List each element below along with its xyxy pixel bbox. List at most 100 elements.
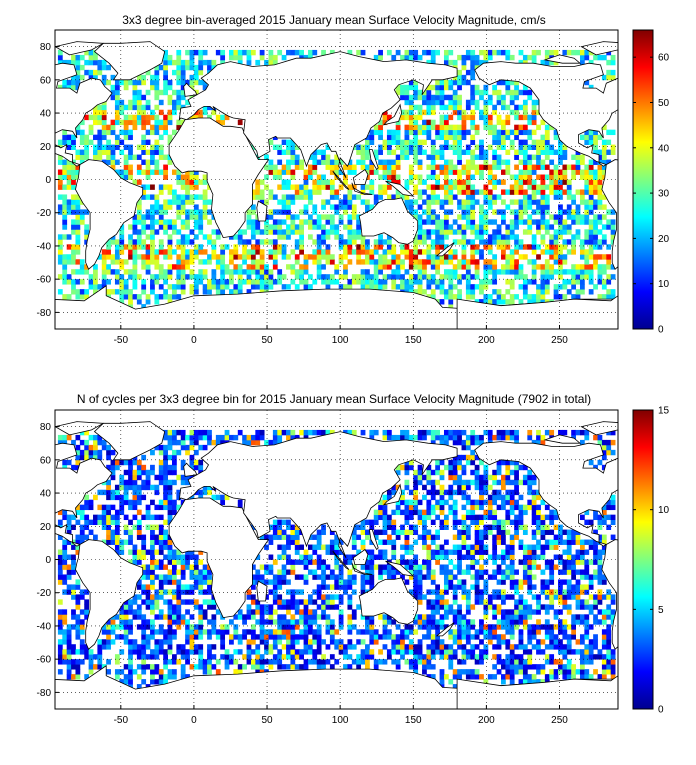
bin-cell (492, 289, 497, 294)
bin-cell (571, 674, 576, 679)
bin-cell (80, 135, 85, 140)
bin-cell (444, 614, 449, 619)
bin-cell (593, 239, 598, 244)
bin-cell (128, 624, 133, 629)
bin-cell (290, 264, 295, 269)
bin-cell (426, 574, 431, 579)
bin-cell (426, 279, 431, 284)
bin-cell (172, 264, 177, 269)
bin-cell (554, 254, 559, 259)
bin-cell (128, 115, 133, 120)
bin-cell (154, 95, 159, 100)
bin-cell (198, 269, 203, 274)
bin-cell (71, 589, 76, 594)
bin-cell (448, 50, 453, 55)
bin-cell (602, 279, 607, 284)
bin-cell (448, 279, 453, 284)
bin-cell (567, 204, 572, 209)
bin-cell (536, 594, 541, 599)
bin-cell (440, 644, 445, 649)
bin-cell (128, 674, 133, 679)
bin-cell (62, 279, 67, 284)
bin-cell (286, 160, 291, 165)
bin-cell (286, 619, 291, 624)
bin-cell (593, 189, 598, 194)
bin-cell (277, 664, 282, 669)
bin-cell (154, 669, 159, 674)
bin-cell (181, 269, 186, 274)
bin-cell (405, 199, 410, 204)
bin-cell (418, 574, 423, 579)
bin-cell (466, 70, 471, 75)
bin-cell (470, 574, 475, 579)
bin-cell (172, 589, 177, 594)
bin-cell (549, 624, 554, 629)
bin-cell (308, 569, 313, 574)
bin-cell (383, 274, 388, 279)
bin-cell (317, 629, 322, 634)
bin-cell (567, 644, 572, 649)
bin-cell (558, 209, 563, 214)
bin-cell (523, 555, 528, 560)
bin-cell (602, 294, 607, 299)
bin-cell (541, 194, 546, 199)
bin-cell (277, 624, 282, 629)
bin-cell (67, 664, 72, 669)
bin-cell (448, 550, 453, 555)
bin-cell (312, 180, 317, 185)
bin-cell (602, 659, 607, 664)
bin-cell (330, 639, 335, 644)
bin-cell (440, 639, 445, 644)
bin-cell (475, 259, 480, 264)
bin-cell (532, 199, 537, 204)
bin-cell (330, 279, 335, 284)
bin-cell (413, 120, 418, 125)
bin-cell (277, 634, 282, 639)
bin-cell (137, 550, 142, 555)
bin-cell (602, 579, 607, 584)
bin-cell (453, 584, 458, 589)
bin-cell (479, 624, 484, 629)
bin-cell (137, 110, 142, 115)
bin-cell (233, 669, 238, 674)
bin-cell (378, 160, 383, 165)
bin-cell (67, 204, 72, 209)
bin-cell (111, 289, 116, 294)
bin-cell (133, 90, 138, 95)
bin-cell (97, 130, 102, 135)
bin-cell (181, 199, 186, 204)
bin-cell (181, 184, 186, 189)
bin-cell (330, 604, 335, 609)
bin-cell (514, 125, 519, 130)
bin-cell (422, 239, 427, 244)
bin-cell (453, 150, 458, 155)
bin-cell (163, 274, 168, 279)
bin-cell (470, 125, 475, 130)
bin-cell (536, 125, 541, 130)
bin-cell (413, 540, 418, 545)
bin-cell (598, 569, 603, 574)
bin-cell (510, 294, 515, 299)
bin-cell (426, 254, 431, 259)
bin-cell (137, 90, 142, 95)
bin-cell (396, 165, 401, 170)
bin-cell (102, 259, 107, 264)
bin-cell (589, 224, 594, 229)
bin-cell (541, 284, 546, 289)
bin-cell (176, 60, 181, 65)
x-tick-label: 250 (551, 335, 568, 346)
bin-cell (549, 160, 554, 165)
bin-cell (479, 574, 484, 579)
bin-cell (483, 85, 488, 90)
bin-cell (418, 284, 423, 289)
bin-cell (558, 189, 563, 194)
bin-cell (571, 249, 576, 254)
bin-cell (584, 254, 589, 259)
bin-cell (510, 664, 515, 669)
bin-cell (466, 564, 471, 569)
bin-cell (611, 599, 616, 604)
bin-cell (536, 189, 541, 194)
bin-cell (146, 115, 151, 120)
bin-cell (133, 120, 138, 125)
bin-cell (365, 150, 370, 155)
